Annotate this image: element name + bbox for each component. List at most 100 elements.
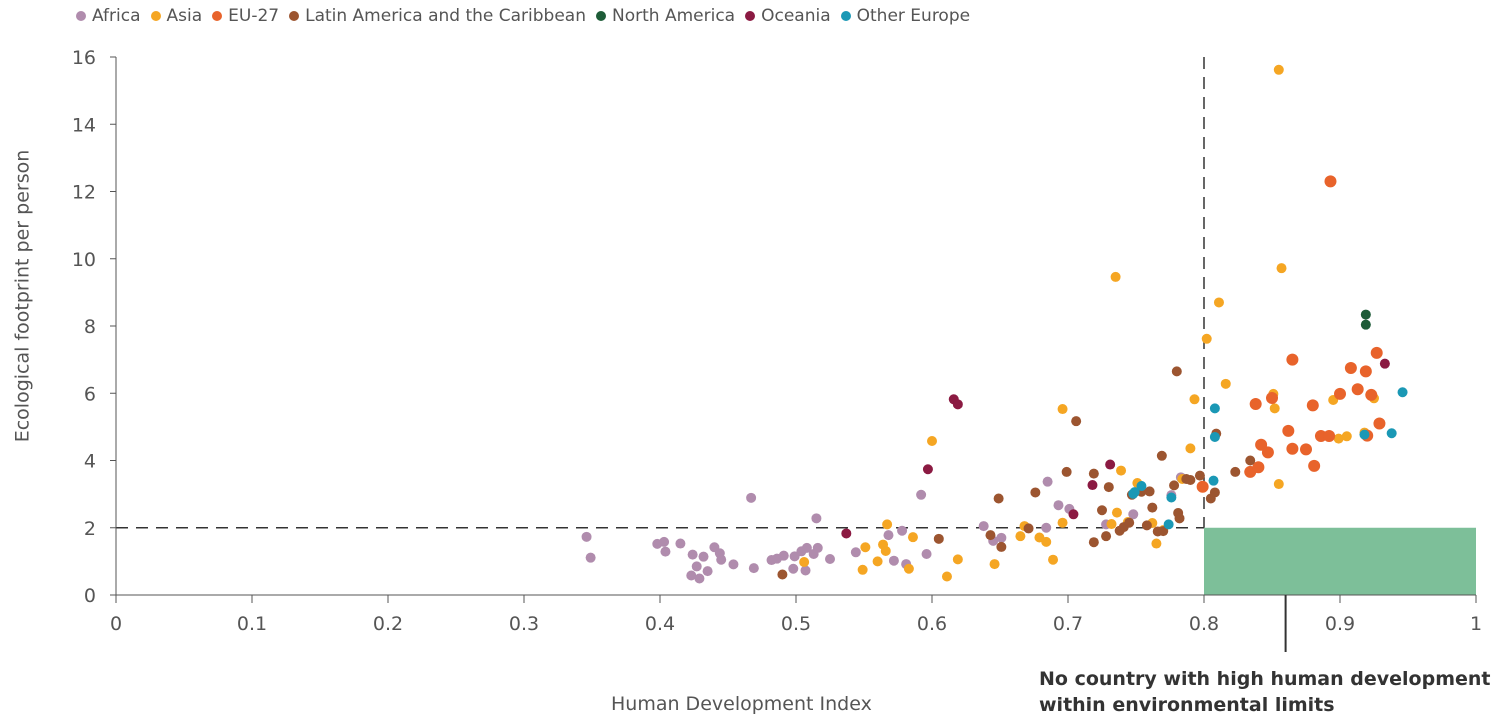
data-point-eu-27: [1323, 429, 1336, 442]
data-point-asia: [1269, 403, 1280, 414]
x-tick-label: 0.4: [645, 613, 675, 635]
data-point-africa: [1053, 500, 1064, 511]
legend-label: Latin America and the Caribbean: [305, 6, 587, 26]
legend-label: North America: [612, 6, 736, 26]
data-point-asia: [1333, 433, 1344, 444]
data-point-latin-america-and-the-caribbean: [1101, 531, 1112, 542]
data-point-oceania: [952, 399, 963, 410]
data-point-other-europe: [1163, 519, 1174, 530]
data-point-latin-america-and-the-caribbean: [1156, 450, 1167, 461]
data-point-eu-27: [1266, 391, 1278, 404]
data-point-eu-27: [1306, 399, 1319, 412]
data-point-africa: [694, 573, 705, 584]
data-point-africa: [788, 563, 799, 574]
data-point-africa: [812, 542, 823, 553]
legend-item: Africa: [76, 6, 141, 26]
data-point-north-america: [1360, 309, 1371, 320]
data-point-other-europe: [1386, 428, 1397, 439]
x-tick-label: 0.6: [917, 613, 947, 635]
data-point-africa: [728, 559, 739, 570]
data-point-other-europe: [1209, 403, 1220, 414]
data-point-africa: [921, 548, 932, 559]
y-tick-label: 0: [84, 585, 96, 607]
data-point-asia: [1273, 479, 1284, 490]
data-point-africa: [883, 530, 894, 541]
data-point-africa: [1042, 476, 1053, 487]
data-point-asia: [1201, 333, 1212, 344]
data-point-latin-america-and-the-caribbean: [1147, 502, 1158, 513]
y-tick-label: 4: [84, 451, 96, 473]
legend-dot: [596, 11, 607, 21]
data-point-africa: [716, 554, 727, 565]
data-point-africa: [916, 489, 927, 500]
data-point-asia: [927, 435, 937, 446]
legend-item: North America: [596, 6, 735, 26]
data-point-africa: [801, 542, 812, 553]
y-tick-label: 10: [72, 249, 96, 271]
x-tick-label: 1: [1470, 613, 1482, 635]
data-point-asia: [880, 545, 891, 556]
data-point-eu-27: [1261, 446, 1274, 459]
data-point-latin-america-and-the-caribbean: [1205, 493, 1216, 504]
data-point-africa: [687, 549, 698, 560]
data-point-eu-27: [1370, 346, 1383, 359]
data-point-latin-america-and-the-caribbean: [1124, 517, 1135, 528]
data-point-latin-america-and-the-caribbean: [1171, 366, 1182, 377]
y-tick-label: 16: [72, 47, 96, 69]
data-point-eu-27: [1252, 461, 1265, 474]
data-point-oceania: [1379, 358, 1390, 369]
legend-dot: [150, 11, 161, 21]
data-point-africa: [978, 521, 989, 532]
data-point-eu-27: [1196, 480, 1209, 493]
data-point-africa: [1041, 522, 1052, 533]
data-point-latin-america-and-the-caribbean: [1023, 523, 1034, 534]
legend-dot: [745, 11, 756, 21]
data-point-other-europe: [1359, 429, 1370, 440]
legend-label: Other Europe: [856, 6, 971, 26]
data-point-asia: [1110, 271, 1121, 282]
data-point-latin-america-and-the-caribbean: [996, 541, 1007, 552]
data-point-asia: [872, 556, 883, 567]
data-point-eu-27: [1334, 387, 1346, 400]
data-point-asia: [1276, 263, 1287, 274]
annotation-line-1: No country with high human development: [1039, 668, 1491, 690]
data-point-africa: [702, 566, 713, 577]
data-point-asia: [882, 519, 893, 530]
data-point-eu-27: [1365, 388, 1378, 401]
data-point-north-america: [1360, 319, 1371, 330]
data-point-asia: [941, 571, 952, 582]
data-point-latin-america-and-the-caribbean: [1245, 455, 1256, 466]
data-point-latin-america-and-the-caribbean: [1141, 520, 1152, 531]
data-point-africa: [686, 570, 697, 581]
data-point-africa: [888, 555, 899, 566]
data-point-eu-27: [1344, 362, 1357, 375]
data-point-asia: [1015, 531, 1026, 542]
y-tick-label: 14: [72, 114, 96, 136]
data-point-africa: [691, 561, 702, 572]
data-point-asia: [1057, 404, 1068, 415]
data-point-latin-america-and-the-caribbean: [1174, 513, 1185, 524]
x-tick-label: 0.3: [509, 613, 539, 635]
data-point-asia: [1341, 431, 1352, 442]
legend-dot: [76, 11, 86, 21]
x-tick-label: 0.5: [781, 613, 811, 635]
data-point-oceania: [841, 528, 852, 539]
data-point-latin-america-and-the-caribbean: [933, 533, 944, 544]
data-point-latin-america-and-the-caribbean: [1194, 470, 1205, 481]
data-point-africa: [698, 551, 709, 562]
data-point-eu-27: [1249, 398, 1262, 411]
data-point-africa: [660, 546, 671, 557]
x-tick-label: 0.7: [1053, 613, 1083, 635]
x-tick-label: 0.1: [237, 613, 267, 635]
data-point-latin-america-and-the-caribbean: [985, 530, 996, 541]
legend-item: Asia: [150, 6, 202, 26]
data-point-africa: [850, 547, 861, 558]
data-point-latin-america-and-the-caribbean: [1103, 482, 1114, 493]
data-point-other-europe: [1397, 387, 1408, 398]
data-point-latin-america-and-the-caribbean: [1088, 468, 1099, 479]
y-tick-label: 12: [72, 182, 96, 204]
x-tick-label: 0.2: [373, 613, 403, 635]
data-point-eu-27: [1300, 443, 1312, 456]
legend-item: Latin America and the Caribbean: [289, 6, 586, 26]
